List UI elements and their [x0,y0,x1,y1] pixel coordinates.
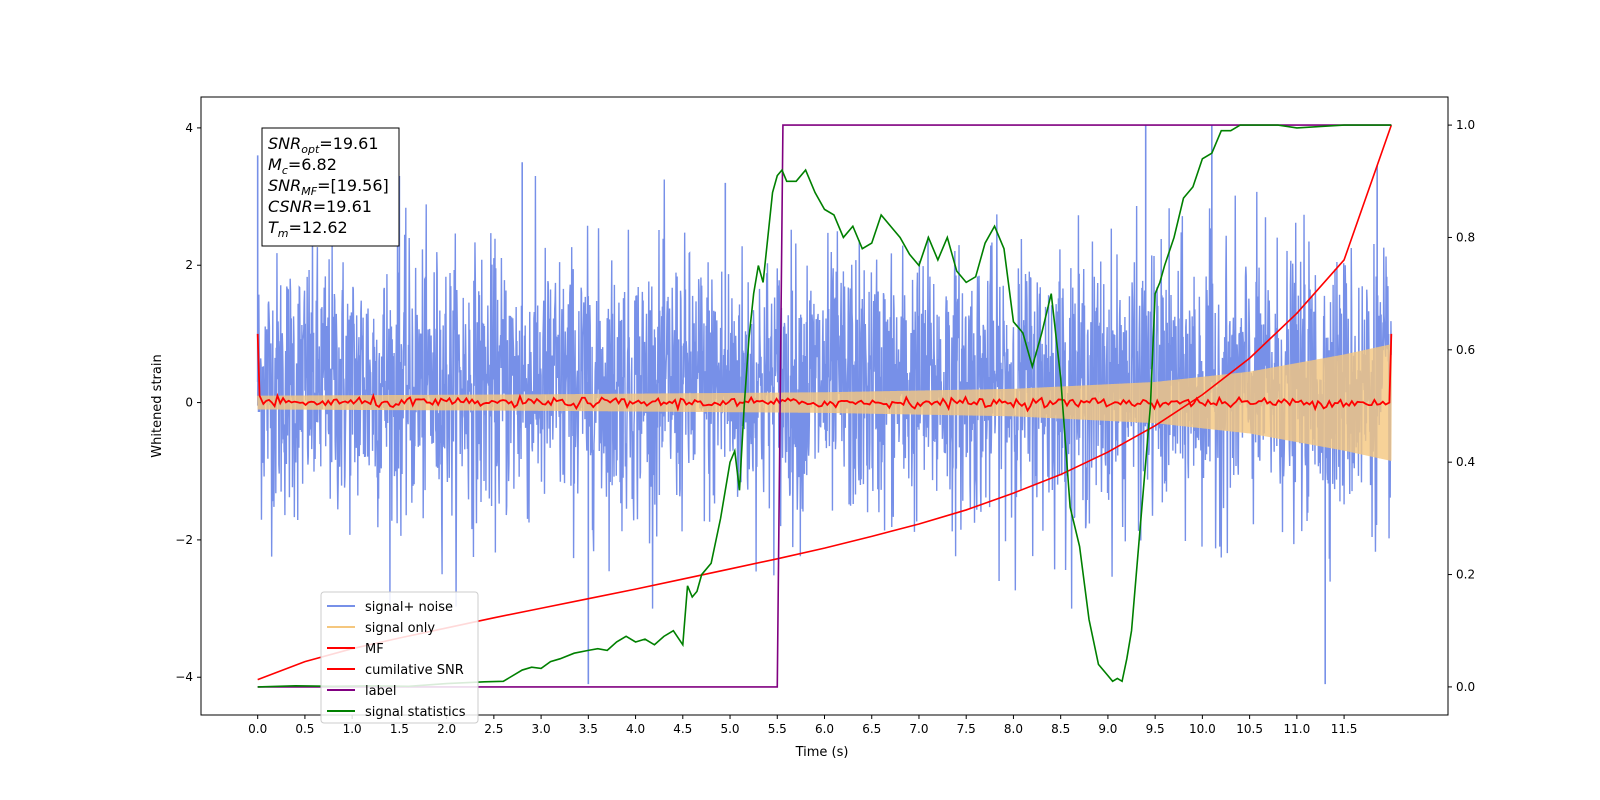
stats-box: SNRopt=19.61Mc=6.82SNRMF=[19.56]CSNR=19.… [261,127,400,247]
series-signal-noise-peaks [256,124,1378,685]
x-tick-label: 0.5 [295,722,314,736]
x-tick-label: 3.0 [532,722,551,736]
y2-tick-label: 0.2 [1456,568,1475,582]
legend-label: cumilative SNR [365,663,464,678]
x-tick-label: 4.5 [673,722,692,736]
legend-label: signal+ noise [365,600,453,615]
x-tick-label: 6.0 [815,722,834,736]
y-tick-label: −2 [175,533,193,547]
ticks-layer: 0.0 0.5 1.0 1.5 2.0 2.5 3.0 3.5 4.0 4.5 5.0 5.5 6.0 6… [175,118,1475,736]
x-tick-label: 5.5 [768,722,787,736]
x-tick-label: 2.5 [484,722,503,736]
stats-line: SNRMF=[19.56] [268,176,389,198]
x-tick-label: 9.5 [1146,722,1165,736]
y-tick-label: 0 [185,396,193,410]
y-tick-label: 2 [185,258,193,272]
stats-line: Tm=12.62 [268,218,348,240]
y2-tick-label: 0.0 [1456,680,1475,694]
y2-tick-label: 0.4 [1456,455,1475,469]
series-signal-only [257,344,1392,461]
x-tick-label: 4.0 [626,722,645,736]
series-mf [256,333,1393,413]
series-layer [256,124,1393,688]
y2-tick-label: 0.6 [1456,343,1475,357]
series-label [257,124,1392,688]
x-tick-label: 11.0 [1283,722,1310,736]
x-tick-label: 7.0 [909,722,928,736]
stats-line: CSNR=19.61 [268,197,372,216]
x-tick-label: 1.0 [343,722,362,736]
x-tick-label: 7.5 [957,722,976,736]
y-tick-label: −4 [175,670,193,684]
x-tick-label: 10.5 [1236,722,1263,736]
legend-frame [320,591,479,724]
y2-tick-label: 1.0 [1456,118,1475,132]
x-tick-label: 6.5 [862,722,881,736]
x-tick-label: 2.0 [437,722,456,736]
x-tick-label: 10.0 [1189,722,1216,736]
x-tick-label: 1.5 [390,722,409,736]
y-tick-label: 4 [185,121,193,135]
stats-box-frame [261,127,400,247]
legend: signal+ noise signal only MF cumilative SNR… [320,591,479,724]
x-tick-label: 5.0 [720,722,739,736]
x-tick-label: 0.0 [248,722,267,736]
legend-label: signal only [365,621,435,636]
y-axis-label: Whitened strain [150,354,165,457]
x-axis-label: Time (s) [795,745,849,760]
y2-tick-label: 0.8 [1456,230,1475,244]
legend-label: MF [365,642,384,657]
x-tick-label: 9.0 [1098,722,1117,736]
stats-line: Mc=6.82 [268,155,337,177]
x-tick-label: 3.5 [579,722,598,736]
x-tick-label: 11.5 [1331,722,1358,736]
legend-label: signal statistics [365,705,466,720]
x-tick-label: 8.5 [1051,722,1070,736]
x-tick-label: 8.0 [1004,722,1023,736]
series-signal-statistics [257,124,1392,688]
legend-label: label [365,684,396,699]
stats-line: SNRopt=19.61 [268,134,379,156]
